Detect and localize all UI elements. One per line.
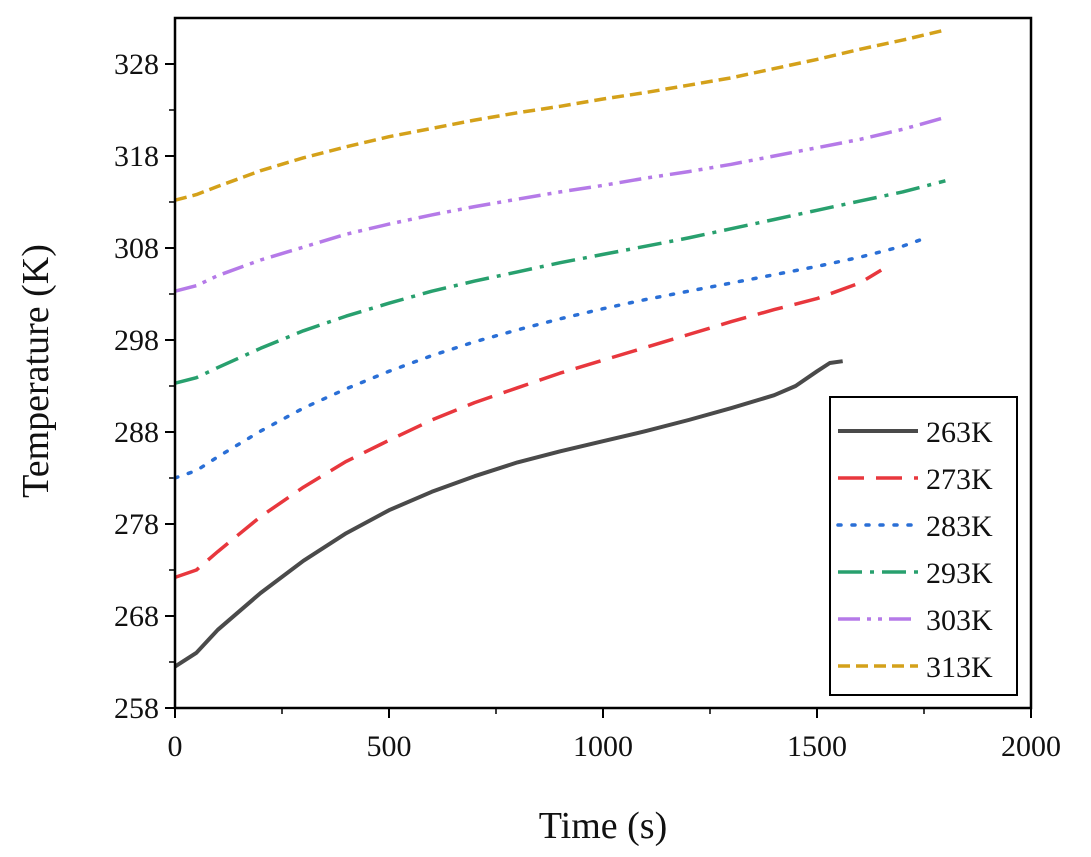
y-axis-ticks: 258 268 278 288 298 308 318 328: [114, 48, 175, 725]
x-tick-label: 2000: [1001, 730, 1061, 763]
series-line-283K: [173, 235, 931, 480]
series-line-273K: [174, 268, 883, 580]
series-line-313K: [174, 28, 946, 202]
y-tick-label: 328: [114, 48, 159, 81]
y-tick-label: 268: [114, 600, 159, 633]
x-tick-label: 0: [168, 730, 183, 763]
legend-label: 293K: [926, 557, 993, 590]
x-tick-label: 500: [367, 730, 412, 763]
y-tick-label: 308: [114, 232, 159, 265]
series-line-303K: [174, 115, 946, 293]
y-tick-label: 288: [114, 416, 159, 449]
legend-label: 273K: [926, 463, 993, 496]
legend-box: [829, 396, 1018, 696]
series-line-293K: [174, 179, 946, 385]
legend-label: 283K: [926, 510, 993, 543]
x-tick-label: 1000: [573, 730, 633, 763]
series-lines: [173, 28, 946, 669]
x-axis-title: Time (s): [539, 805, 667, 847]
y-tick-label: 318: [114, 140, 159, 173]
y-tick-label: 298: [114, 324, 159, 357]
legend: 263K 273K 283K 293K 303K 313K: [829, 396, 1018, 696]
y-tick-label: 258: [114, 692, 159, 725]
y-tick-label: 278: [114, 508, 159, 541]
legend-label: 303K: [926, 604, 993, 637]
x-axis-ticks: 0 500 1000 1500 2000: [168, 708, 1061, 763]
legend-label: 313K: [926, 651, 993, 684]
x-tick-label: 1500: [787, 730, 847, 763]
y-axis-title: Temperature (K): [15, 244, 57, 498]
legend-label: 263K: [926, 416, 993, 449]
minor-ticks: [169, 109, 925, 714]
series-line-263K: [173, 359, 843, 669]
